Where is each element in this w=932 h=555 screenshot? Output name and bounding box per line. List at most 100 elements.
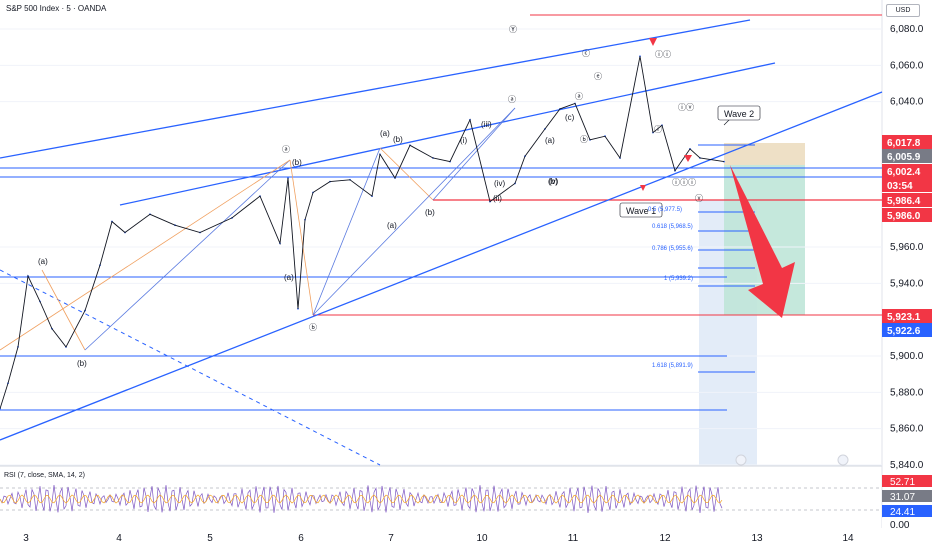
wave-label-27: ⓥ xyxy=(695,194,703,203)
wave-label-26: ⓘⓥ xyxy=(678,103,694,112)
rsi-tag-box-0 xyxy=(882,475,932,487)
rsi-line xyxy=(0,485,723,513)
wave-label-0: ⓐ xyxy=(282,145,290,154)
x-tick-0: 3 xyxy=(23,533,29,544)
wave-label-3: (a) xyxy=(284,273,294,282)
price-tag-2: 6,002.4 xyxy=(887,167,921,178)
pattern-line-2 xyxy=(289,159,314,316)
price-tag-box-0 xyxy=(882,135,932,149)
rsi-tag-box-1 xyxy=(882,490,932,502)
wave-label-20: ⓒ xyxy=(582,49,590,58)
x-tick-4: 7 xyxy=(388,533,394,544)
chart-title: S&P 500 Index · 5 · OANDA xyxy=(6,4,107,13)
price-tag-6: 5,923.1 xyxy=(887,312,921,323)
y-tick-8: 5,840.0 xyxy=(890,460,924,471)
stop-loss-zone xyxy=(724,143,805,165)
y-tick-1: 6,060.0 xyxy=(890,60,924,71)
y-tick-6: 5,880.0 xyxy=(890,387,924,398)
currency-button[interactable]: USD xyxy=(886,4,920,17)
wave-label-11: (i) xyxy=(460,136,467,145)
pattern-line-6 xyxy=(0,159,291,351)
price-tag-box-3 xyxy=(882,178,932,192)
wave-label-23: ⓑ xyxy=(580,135,588,144)
pattern-line-7 xyxy=(312,107,516,316)
fib-label-1: 0.618 (5,968.5) xyxy=(652,224,693,230)
fib-label-4: 1.618 (5,891.9) xyxy=(652,363,693,369)
wave-label-21: ⓔ xyxy=(594,72,602,81)
wave-label-10: (iii) xyxy=(481,120,492,129)
price-tag-box-1 xyxy=(882,149,932,163)
pattern-line-4 xyxy=(379,147,434,201)
y-tick-7: 5,860.0 xyxy=(890,424,924,435)
wave-label-18: (b) xyxy=(548,177,558,186)
channel-mid-line xyxy=(119,62,776,206)
price-tag-box-7 xyxy=(882,323,932,337)
x-tick-6: 11 xyxy=(568,533,579,544)
price-tag-5: 5,986.0 xyxy=(887,211,921,222)
rsi-tag-0: 52.71 xyxy=(890,477,915,488)
x-tick-3: 6 xyxy=(298,533,304,544)
y-tick-5: 5,900.0 xyxy=(890,351,924,362)
y-tick-4: 5,940.0 xyxy=(890,278,924,289)
event-flag-icon-1 xyxy=(735,454,747,466)
fib-label-0: 0.5 (5,977.5) xyxy=(648,207,682,213)
price-tag-box-2 xyxy=(882,164,932,178)
rsi-sma-line xyxy=(0,494,723,504)
y-tick-2: 6,040.0 xyxy=(890,97,924,108)
price-tag-1: 6,005.9 xyxy=(887,152,921,163)
channel-top-line xyxy=(0,19,751,159)
wave1-marker-icon xyxy=(640,185,646,191)
price-tag-3: 03:54 xyxy=(887,181,913,192)
wave-label-16: ⓐ xyxy=(508,95,516,104)
x-tick-7: 12 xyxy=(659,533,671,544)
fib-label-2: 0.786 (5,955.6) xyxy=(652,246,693,252)
pattern-line-1 xyxy=(84,159,291,351)
wave1-label: Wave 1 xyxy=(626,206,656,216)
x-tick-8: 13 xyxy=(751,533,763,544)
wave-label-1: (a) xyxy=(38,257,48,266)
peak-marker-icon xyxy=(649,38,657,46)
y-tick-0: 6,080.0 xyxy=(890,24,924,35)
wave-label-6: (a) xyxy=(380,129,390,138)
descending-dashed-line xyxy=(0,269,381,466)
wave-label-4: (b) xyxy=(292,158,302,167)
rsi-tag-2: 24.41 xyxy=(890,507,915,518)
wave-label-22: ⓐ xyxy=(575,92,583,101)
wave-label-13: (iv) xyxy=(494,179,505,188)
wave-label-14: (v) xyxy=(549,177,559,186)
price-tag-box-5 xyxy=(882,208,932,222)
wave2-marker-icon xyxy=(684,155,692,162)
wave-label-12: (ii) xyxy=(493,194,502,203)
wave-label-2: (b) xyxy=(77,359,87,368)
x-tick-5: 10 xyxy=(476,533,488,544)
pattern-line-0 xyxy=(41,269,86,351)
fib-label-3: 1 (5,939.2) xyxy=(664,276,693,282)
rsi-tag-1: 31.07 xyxy=(890,492,915,503)
wave2-label: Wave 2 xyxy=(724,109,754,119)
wave-label-28: ⓘⓘⓘ xyxy=(672,178,696,187)
price-tag-box-6 xyxy=(882,309,932,323)
pattern-line-5 xyxy=(432,107,516,201)
wave-label-19: (c) xyxy=(565,113,575,122)
y-tick-3: 5,960.0 xyxy=(890,242,924,253)
price-tag-7: 5,922.6 xyxy=(887,326,921,337)
wave-label-24: ⓘⓘ xyxy=(655,50,671,59)
wave-label-17: (a) xyxy=(545,136,555,145)
price-tag-4: 5,986.4 xyxy=(887,196,921,207)
price-tag-box-4 xyxy=(882,193,932,207)
wave-label-8: (a) xyxy=(387,221,397,230)
pattern-line-3 xyxy=(312,147,381,316)
wave-label-5: ⓑ xyxy=(309,323,317,332)
projection-arrow xyxy=(730,165,795,318)
rsi-tag-box-2 xyxy=(882,505,932,517)
rsi-tag-3: 0.00 xyxy=(890,520,910,531)
x-tick-2: 5 xyxy=(207,533,213,544)
wave2-label-box xyxy=(717,105,761,121)
wave-label-7: (b) xyxy=(393,135,403,144)
wave-label-15: Ⓨ xyxy=(509,25,517,34)
event-flag-icon-2 xyxy=(837,454,849,466)
wave1-label-box xyxy=(619,202,663,218)
rsi-title: RSI (7, close, SMA, 14, 2) xyxy=(4,472,85,479)
